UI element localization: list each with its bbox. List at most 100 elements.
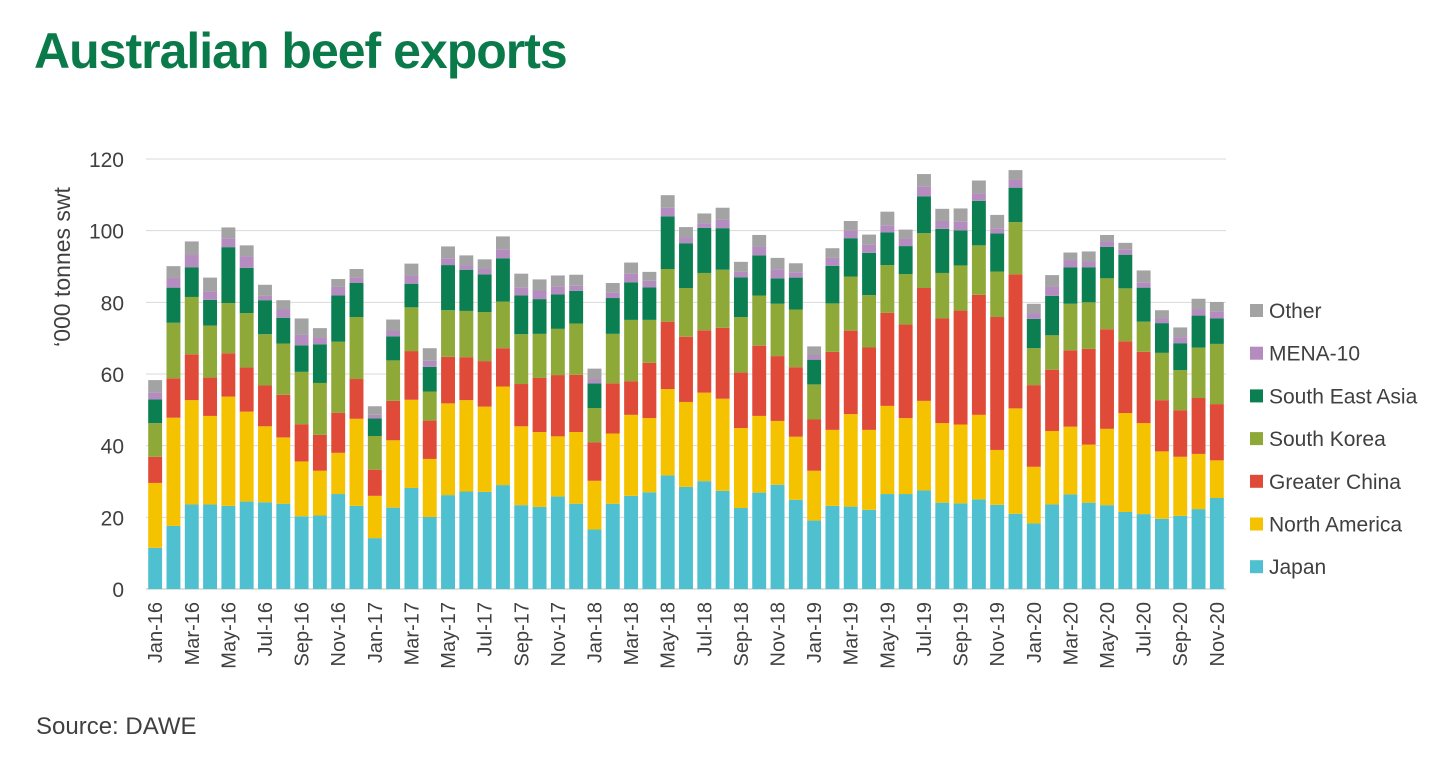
bar-segment-south-east-asia — [1045, 295, 1060, 336]
bar-segment-south-korea — [935, 272, 950, 319]
bar-segment-greater-china — [331, 412, 346, 453]
y-tick-label: 40 — [101, 436, 124, 459]
bar-segment-mena-10 — [752, 246, 767, 256]
bar-segment-mena-10 — [660, 207, 675, 217]
bar-segment-japan — [312, 515, 327, 589]
bar-segment-south-east-asia — [990, 233, 1005, 272]
bar-segment-south-east-asia — [660, 216, 675, 270]
bar-segment-south-korea — [166, 322, 181, 379]
bar-segment-greater-china — [1173, 410, 1188, 457]
bar-segment-other — [587, 368, 602, 380]
bar-segment-mena-10 — [495, 249, 510, 259]
bar-segment-south-korea — [441, 310, 455, 357]
bar-segment-south-east-asia — [752, 255, 767, 296]
legend-swatch-south-korea — [1250, 432, 1263, 446]
bar-segment-south-east-asia — [880, 232, 895, 266]
bar-segment-other — [605, 282, 620, 293]
bar-segment-south-east-asia — [624, 282, 639, 320]
bar-segment-other — [203, 277, 218, 292]
bar-segment-japan — [1173, 515, 1188, 589]
bar-segment-south-korea — [532, 333, 547, 378]
bar-segment-south-east-asia — [935, 228, 950, 273]
bar-segment-north-america — [294, 461, 309, 517]
bar-segment-south-korea — [898, 274, 913, 325]
bar-segment-south-east-asia — [203, 299, 218, 326]
bar-segment-other — [1136, 270, 1151, 283]
bar-segment-japan — [550, 496, 565, 589]
bar-segment-greater-china — [1191, 398, 1206, 454]
x-tick-label: Nov-16 — [328, 602, 350, 666]
y-axis-label: ‘000 tonnes swt — [49, 186, 75, 346]
bar-segment-north-america — [788, 436, 803, 500]
bar-segment-greater-china — [203, 377, 218, 416]
bar-segment-other — [788, 263, 803, 273]
bar-segment-north-america — [166, 417, 181, 526]
bar-segment-other — [258, 284, 272, 296]
bar-segment-south-east-asia — [148, 399, 163, 424]
bar-segment-south-east-asia — [294, 345, 309, 372]
bar-segment-mena-10 — [679, 237, 693, 244]
bar-segment-south-east-asia — [770, 278, 785, 304]
bar-segment-south-east-asia — [349, 282, 364, 318]
bar-segment-greater-china — [477, 361, 492, 407]
x-tick-label: Nov-19 — [987, 602, 1009, 666]
bar-segment-greater-china — [221, 353, 236, 397]
bar-segment-north-america — [605, 433, 620, 504]
bar-segment-mena-10 — [990, 228, 1005, 234]
bar-segment-south-east-asia — [1136, 287, 1151, 322]
bar-segment-other — [1100, 234, 1114, 242]
bar-segment-japan — [898, 494, 913, 589]
bar-segment-japan — [166, 525, 181, 589]
bar-segment-japan — [148, 547, 163, 589]
bar-segment-north-america — [587, 480, 602, 530]
bar-segment-japan — [221, 505, 236, 589]
bar-segment-other — [148, 380, 163, 393]
bar-segment-mena-10 — [258, 295, 272, 301]
legend-label-south-korea: South Korea — [1269, 428, 1386, 451]
bar-segment-other — [386, 319, 401, 331]
x-tick-label: Sep-19 — [951, 602, 973, 667]
bar-segment-other — [477, 259, 492, 270]
bar-segment-north-america — [1063, 426, 1078, 495]
bars — [148, 170, 1224, 590]
bar-segment-south-korea — [221, 303, 236, 354]
bar-segment-mena-10 — [367, 414, 382, 419]
bar-segment-japan — [1191, 509, 1206, 589]
bar-segment-other — [239, 245, 254, 257]
bar-segment-mena-10 — [441, 258, 455, 266]
bar-segment-north-america — [880, 405, 895, 495]
bar-segment-other — [276, 300, 291, 310]
bar-segment-south-east-asia — [825, 265, 840, 304]
bar-segment-north-america — [1209, 460, 1224, 498]
bar-segment-greater-china — [1063, 350, 1078, 427]
bar-segment-mena-10 — [880, 225, 895, 233]
bar-segment-greater-china — [642, 362, 657, 419]
bar-segment-south-korea — [477, 312, 492, 362]
bar-segment-south-korea — [953, 265, 968, 311]
bar-segment-greater-china — [715, 327, 730, 399]
y-tick-label: 60 — [101, 364, 124, 387]
legend-label-other: Other — [1269, 300, 1322, 323]
bar-segment-south-east-asia — [422, 366, 437, 392]
bar-segment-north-america — [679, 401, 693, 487]
bar-segment-japan — [660, 475, 675, 589]
bar-segment-japan — [441, 495, 455, 589]
bar-segment-mena-10 — [514, 287, 529, 296]
bar-segment-mena-10 — [569, 285, 584, 291]
bar-segment-south-east-asia — [605, 298, 620, 334]
bar-segment-south-east-asia — [495, 258, 510, 302]
x-tick-label: Mar-18 — [621, 602, 643, 665]
bar-segment-north-america — [331, 452, 346, 495]
source-note: Source: DAWE — [36, 713, 197, 740]
legend-swatch-greater-china — [1250, 474, 1263, 488]
legend-swatch-south-east-asia — [1250, 389, 1263, 403]
bar-segment-north-america — [404, 399, 419, 488]
bar-segment-north-america — [1118, 413, 1133, 512]
legend: Other MENA-10 South East Asia South Korea Gr… — [1250, 300, 1418, 579]
bar-segment-south-korea — [1154, 352, 1169, 401]
bar-segment-north-america — [807, 470, 822, 521]
bar-segment-greater-china — [514, 384, 529, 427]
bar-segment-greater-china — [441, 356, 455, 404]
bar-segment-mena-10 — [1209, 311, 1224, 319]
bar-segment-north-america — [203, 415, 218, 505]
